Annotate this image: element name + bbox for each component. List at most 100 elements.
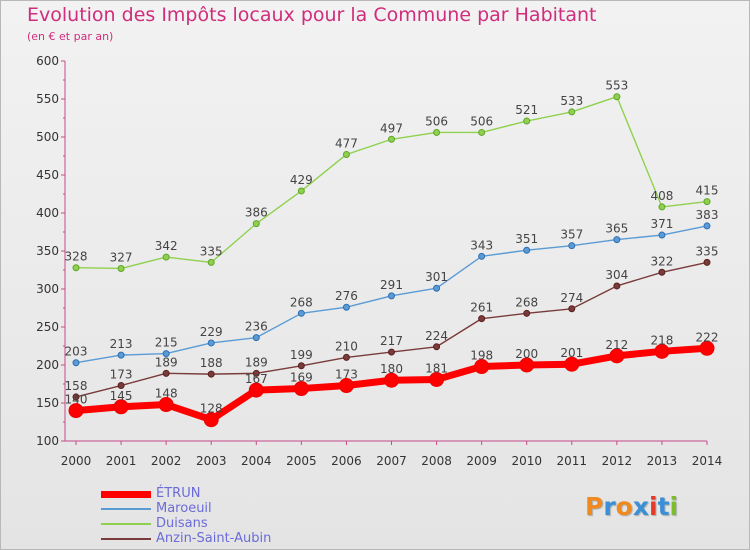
data-point-1 — [342, 303, 350, 311]
data-label-3: 158 — [65, 379, 88, 393]
data-point-3 — [117, 382, 125, 390]
data-label-3: 304 — [605, 268, 628, 282]
data-label-0: 140 — [65, 393, 88, 407]
data-point-0 — [609, 348, 625, 364]
data-label-1: 383 — [696, 208, 719, 222]
data-point-2 — [117, 264, 125, 272]
data-label-2: 497 — [380, 121, 403, 135]
data-label-2: 386 — [245, 206, 268, 220]
x-tick-label: 2012 — [602, 454, 633, 468]
chart-title: Evolution des Impôts locaux pour la Comm… — [27, 4, 597, 26]
data-label-3: 261 — [470, 301, 493, 315]
data-point-1 — [388, 292, 395, 300]
data-point-0 — [654, 343, 670, 359]
data-point-1 — [523, 246, 531, 254]
data-label-0: 200 — [515, 347, 538, 361]
data-point-2 — [297, 187, 305, 195]
data-point-3 — [568, 305, 576, 313]
data-label-2: 506 — [470, 114, 493, 128]
data-label-2: 327 — [110, 250, 133, 264]
data-label-1: 276 — [335, 289, 358, 303]
y-tick-label: 450 — [36, 168, 59, 182]
data-point-1 — [252, 334, 260, 342]
data-label-2: 429 — [290, 173, 313, 187]
data-point-1 — [568, 242, 576, 250]
data-point-2 — [703, 198, 711, 206]
data-label-3: 217 — [380, 334, 403, 348]
data-point-3 — [388, 348, 395, 356]
data-label-1: 301 — [425, 270, 448, 284]
data-label-3: 189 — [155, 355, 178, 369]
data-label-0: 180 — [380, 362, 403, 376]
chart-subtitle: (en € et par an) — [27, 30, 114, 43]
legend-label: Maroeuil — [156, 501, 212, 516]
legend-item: Anzin-Saint-Aubin — [101, 532, 361, 546]
data-label-1: 365 — [605, 222, 628, 236]
data-point-1 — [433, 284, 441, 292]
data-point-3 — [478, 315, 486, 323]
data-label-3: 189 — [245, 355, 268, 369]
data-label-1: 236 — [245, 320, 268, 334]
y-tick-label: 150 — [36, 396, 59, 410]
logo-letter: x — [632, 492, 649, 521]
y-tick-label: 600 — [36, 54, 59, 68]
data-label-2: 335 — [200, 244, 223, 258]
data-point-3 — [703, 258, 711, 266]
y-tick-label: 500 — [36, 130, 59, 144]
logo-letter: i — [669, 492, 679, 521]
data-point-2 — [72, 264, 80, 272]
data-label-0: 145 — [110, 389, 133, 403]
data-point-3 — [433, 343, 441, 351]
x-tick-label: 2001 — [106, 454, 137, 468]
data-point-0 — [699, 340, 715, 356]
data-point-1 — [72, 359, 80, 367]
x-tick-label: 2014 — [692, 454, 723, 468]
data-point-3 — [523, 309, 531, 317]
logo-letter: o — [615, 492, 633, 521]
data-point-3 — [297, 362, 305, 370]
data-point-1 — [613, 236, 621, 244]
logo-letter: t — [657, 492, 670, 521]
data-label-3: 199 — [290, 348, 313, 362]
legend-item: Maroeuil — [101, 502, 361, 516]
x-tick-label: 2010 — [511, 454, 542, 468]
data-point-2 — [162, 253, 170, 261]
data-label-2: 521 — [515, 103, 538, 117]
data-point-1 — [162, 350, 170, 358]
data-point-3 — [252, 369, 260, 377]
logo-letter: P — [585, 492, 604, 521]
data-point-2 — [207, 258, 215, 266]
x-tick-label: 2000 — [61, 454, 92, 468]
x-tick-label: 2004 — [241, 454, 272, 468]
data-point-2 — [478, 128, 486, 136]
data-label-1: 371 — [650, 217, 673, 231]
legend-swatch — [101, 508, 151, 510]
data-label-3: 268 — [515, 295, 538, 309]
data-point-3 — [162, 369, 170, 377]
data-label-3: 335 — [696, 244, 719, 258]
data-label-0: 218 — [650, 333, 673, 347]
data-label-1: 357 — [560, 228, 583, 242]
data-label-3: 322 — [650, 254, 673, 268]
data-point-3 — [72, 393, 80, 401]
data-label-2: 415 — [696, 184, 719, 198]
y-tick-label: 200 — [36, 358, 59, 372]
data-point-3 — [207, 370, 215, 378]
data-label-0: 222 — [696, 330, 719, 344]
y-tick-label: 350 — [36, 244, 59, 258]
data-point-1 — [478, 252, 486, 260]
data-label-2: 477 — [335, 136, 358, 150]
y-tick-label: 300 — [36, 282, 59, 296]
data-point-1 — [117, 351, 125, 359]
data-point-0 — [68, 403, 84, 419]
data-label-3: 173 — [110, 368, 133, 382]
data-point-2 — [568, 108, 576, 116]
data-label-1: 268 — [290, 295, 313, 309]
data-point-2 — [342, 150, 350, 158]
data-point-2 — [613, 93, 621, 101]
data-label-1: 215 — [155, 336, 178, 350]
data-point-0 — [384, 372, 399, 388]
x-tick-label: 2003 — [196, 454, 227, 468]
data-label-1: 203 — [65, 345, 88, 359]
